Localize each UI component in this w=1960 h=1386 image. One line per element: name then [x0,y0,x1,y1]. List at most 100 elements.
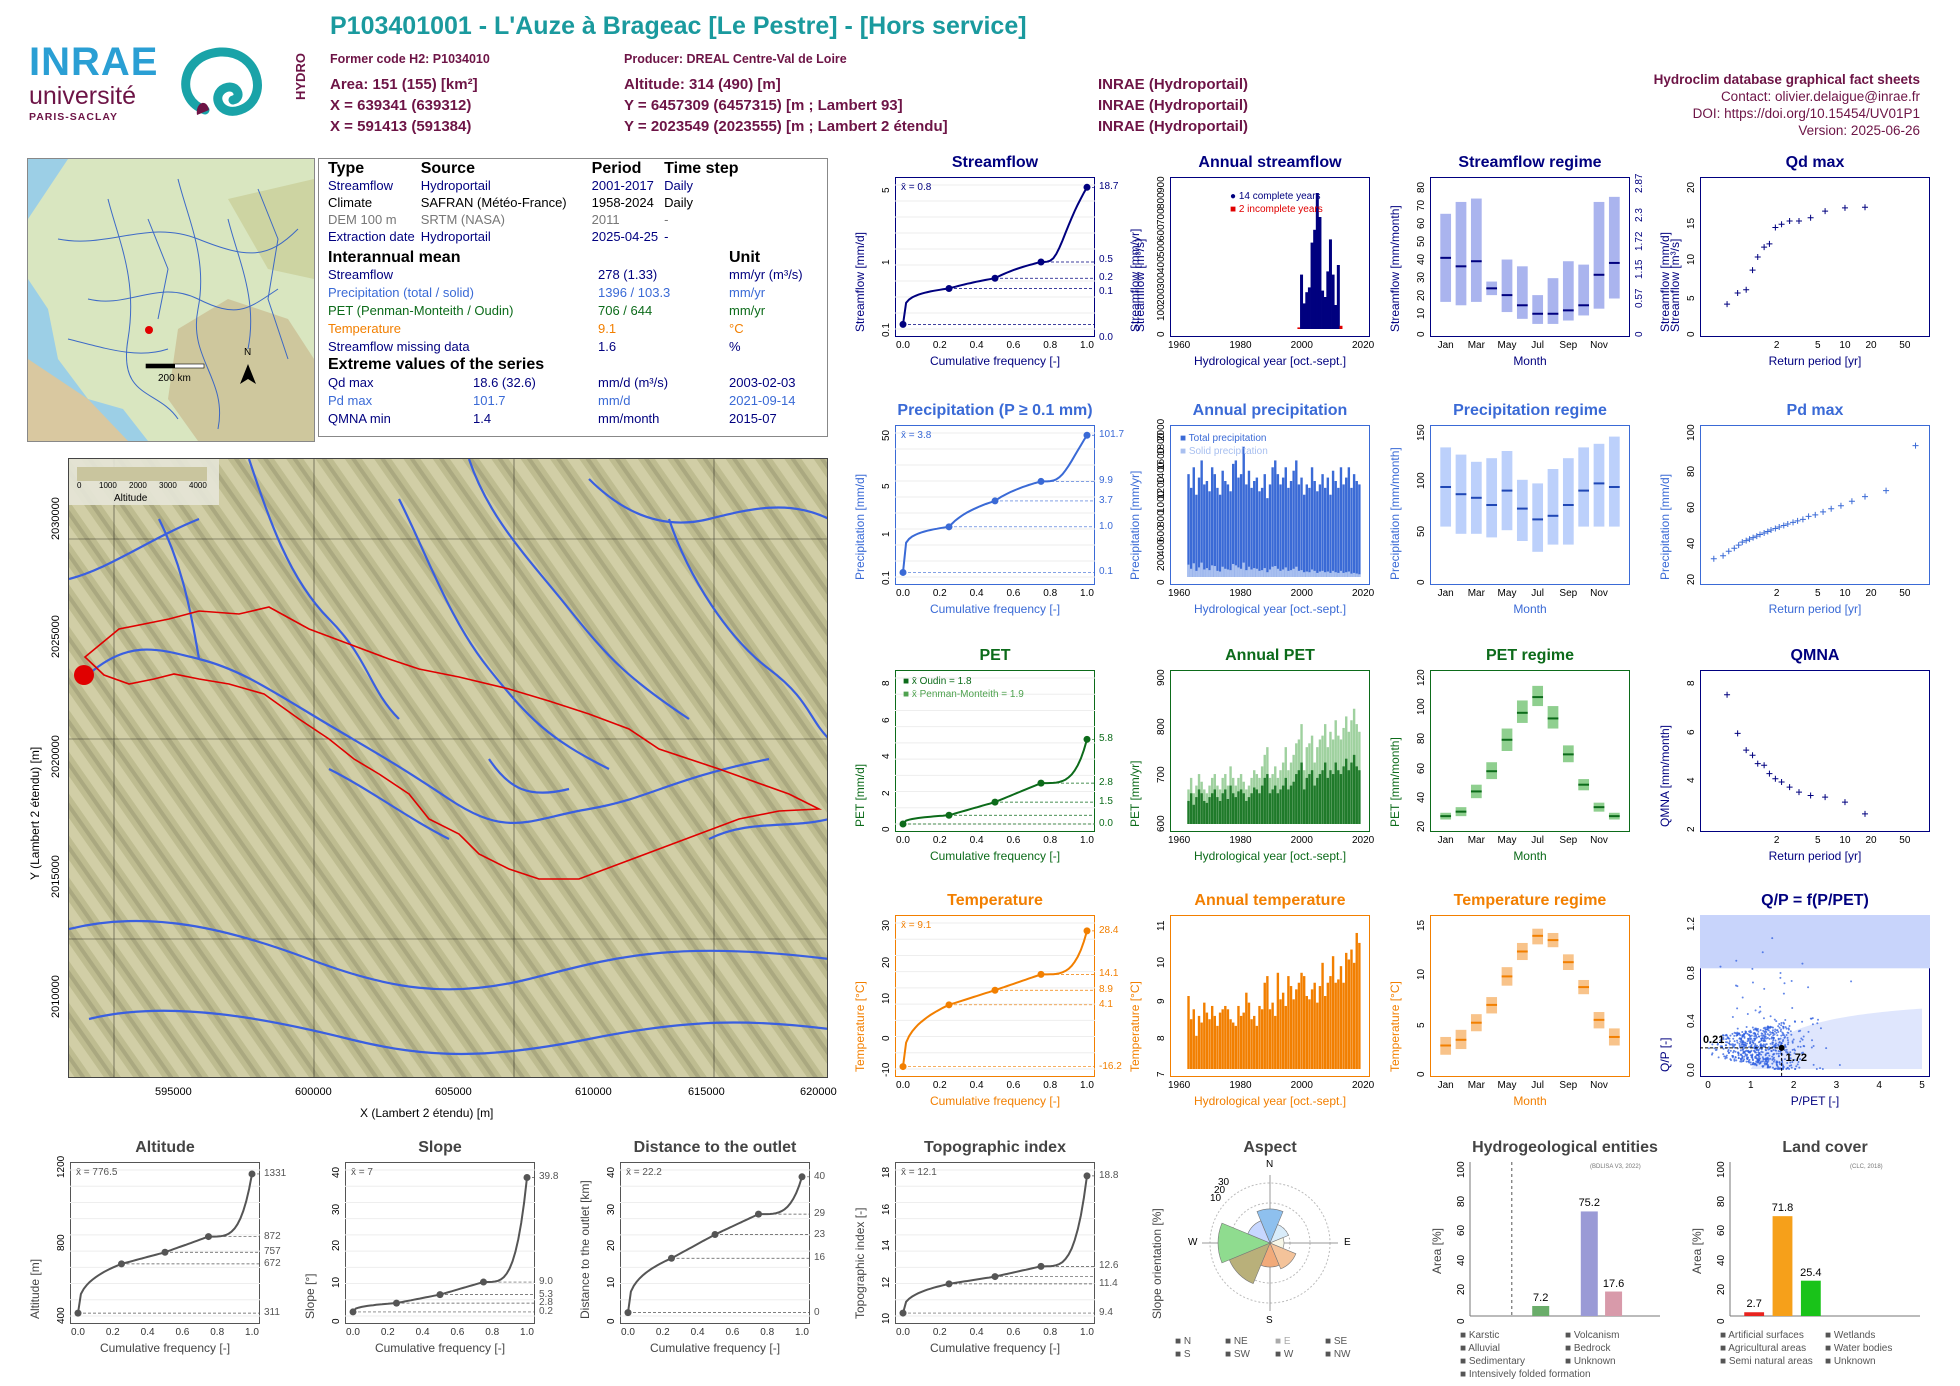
version: Version: 2025-06-26 [1798,123,1920,138]
y-tick-label: 100 [1456,1161,1467,1178]
map-xtick: 610000 [575,1086,612,1098]
info-row-period: 1958-2024 [591,195,654,210]
cdf-curve [627,1176,803,1313]
daily-point [1790,1033,1793,1036]
daily-point [1743,1036,1746,1039]
info-row-type: Extraction date [328,229,415,244]
daily-point [1716,1042,1719,1045]
quantile-label: -16.2 [1099,1060,1122,1072]
mean-unit: °C [729,321,744,336]
chart-title: Annual streamflow [1198,154,1342,171]
legend-item: ■ x̄ Oudin = 1.8 [903,676,972,687]
daily-point [1750,1043,1753,1046]
year-bar [1350,487,1353,577]
cdf-plot [895,431,1095,578]
y-tick-label: 800 [1156,717,1167,735]
solid-bar [1297,570,1301,577]
regime-plot [1440,928,1620,1055]
daily-point [1725,1034,1728,1037]
year-bar [1315,193,1319,329]
daily-point [1810,1046,1813,1049]
quantile-label: 9.4 [1099,1307,1113,1319]
mean-missing: Streamflow missing data 1.6 % [328,339,818,354]
oudin-bar [1229,785,1232,824]
chart-title: Annual PET [1225,647,1315,664]
x-tick-label: Jan [1437,1080,1454,1091]
y-tick-label: 15 [1416,919,1427,931]
daily-point [1791,1007,1794,1010]
daily-point [1734,1032,1737,1035]
daily-point [1769,1033,1772,1036]
daily-point [1781,1061,1784,1064]
chart-frame [1430,670,1630,832]
solid-bar [1234,565,1238,577]
extreme-point [1720,552,1727,559]
solid-bar [1331,570,1335,577]
chart-title: QMNA [1790,647,1840,664]
mean-unit: mm/yr [729,285,766,300]
daily-point [1767,1052,1770,1055]
x-tick-label: Sep [1559,1080,1578,1091]
oudin-bar [1342,766,1345,824]
daily-point [1785,1027,1788,1030]
y-l2e: Y = 2023549 (2023555) [m ; Lambert 2 éte… [624,118,948,135]
y-tick-label: 60 [1416,217,1427,229]
mean-unit: mm/yr (m³/s) [729,267,803,282]
extreme-point [1862,493,1869,500]
daily-point [1771,1031,1774,1034]
budyko-curve-zone [1708,1008,1922,1069]
chart-title: PET [979,647,1011,664]
oudin-bar [1355,766,1358,824]
year-bar [1210,467,1214,577]
daily-point [1735,1059,1738,1062]
y-tick-label: 0.4 [1686,1014,1697,1029]
chart-xlabel: Cumulative frequency [-] [929,1094,1061,1108]
col-timestep: Time step [664,160,739,177]
x-tick-label: 0.4 [690,1327,705,1338]
y-tick-label: 20 [1686,573,1697,585]
daily-point [1811,1023,1814,1026]
doi-link[interactable]: DOI: https://doi.org/10.15454/UV01P1 [1692,106,1920,121]
quantile-label: 4.1 [1099,998,1113,1010]
compass-label: W [1188,1237,1198,1248]
month-box [1547,278,1559,324]
oudin-bar [1239,789,1243,824]
year-bar [1258,491,1261,577]
daily-point [1770,1036,1773,1039]
extreme-point [1862,810,1869,817]
y-tick-label: 100 [1156,304,1167,321]
daily-point [1753,1038,1756,1041]
quantile-label: 311 [264,1307,280,1319]
year-bar [1345,477,1348,577]
chart-frame [1430,425,1630,585]
daily-point [1747,1060,1750,1063]
oudin-bar [1350,762,1353,824]
chart-title: Precipitation (P ≥ 0.1 mm) [897,402,1093,419]
y-tick-label: 150 [1416,424,1427,441]
x-tick-label: 0.0 [896,1080,910,1091]
year-bar [1313,481,1316,577]
legend-item: ■ W [1275,1349,1294,1360]
solid-bar [1337,572,1340,577]
y-tick-label: 100 [1716,1161,1727,1178]
year-bar [1192,467,1195,577]
year-bar [1224,481,1227,577]
daily-point [1773,1059,1776,1062]
year-bar [1336,265,1340,329]
x-tick-label: 0.4 [969,588,984,599]
daily-point [1758,1011,1761,1014]
year-bar [1260,1009,1264,1069]
daily-point [1725,1038,1728,1041]
month-box [1547,706,1559,729]
quantile-point [161,1248,169,1256]
oudin-bar [1274,785,1277,824]
daily-point [1786,1062,1789,1065]
cdf-plot [895,1169,1095,1317]
daily-point [1762,1037,1765,1040]
map-ytick: 2020000 [50,735,62,778]
oudin-bar [1324,762,1327,824]
unit-title: Unit [729,249,761,266]
daily-point [1786,1036,1789,1039]
daily-point [1770,1049,1773,1052]
daily-point [1782,1027,1785,1030]
